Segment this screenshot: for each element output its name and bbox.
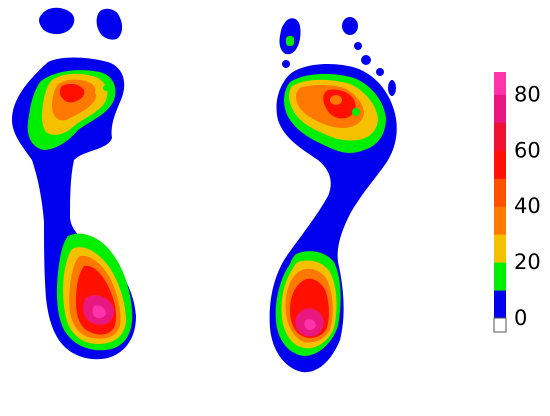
right-heel-core bbox=[304, 319, 316, 331]
colorbar-tick-label: 40 bbox=[514, 194, 541, 218]
right-toe-4 bbox=[361, 55, 371, 65]
left-forefoot-spot-2 bbox=[103, 85, 109, 91]
left-big-toe bbox=[39, 7, 75, 35]
colorbar-band-7 bbox=[494, 122, 506, 151]
colorbar bbox=[493, 72, 507, 333]
colorbar-band-5 bbox=[494, 178, 506, 207]
right-forefoot-spot-2 bbox=[352, 108, 360, 116]
left-forefoot-red bbox=[60, 83, 85, 103]
right-toe-small bbox=[282, 60, 290, 68]
right-big-toe-green bbox=[286, 36, 294, 46]
left-foot-pressure-map bbox=[12, 7, 136, 360]
colorbar-band-6 bbox=[494, 150, 506, 179]
colorbar-tick-label: 80 bbox=[514, 82, 541, 106]
right-foot-pressure-map bbox=[269, 17, 397, 373]
colorbar-zero-outline bbox=[493, 317, 507, 333]
colorbar-tick-label: 60 bbox=[514, 138, 541, 162]
left-heel-core bbox=[92, 305, 106, 319]
colorbar-tick-label: 0 bbox=[514, 306, 527, 330]
left-second-toe bbox=[96, 8, 123, 40]
colorbar-band-0 bbox=[494, 318, 506, 333]
colorbar-band-3 bbox=[494, 234, 506, 263]
colorbar-tick-label: 20 bbox=[514, 250, 541, 274]
right-forefoot-spot-3 bbox=[361, 120, 371, 128]
right-toe-3 bbox=[354, 42, 362, 50]
left-forefoot-spot bbox=[95, 88, 105, 96]
colorbar-band-9 bbox=[494, 72, 506, 95]
right-toe-6 bbox=[388, 80, 396, 96]
colorbar-band-4 bbox=[494, 206, 506, 235]
colorbar-tick-labels: 0 20 40 60 80 bbox=[514, 82, 541, 330]
right-toe-5 bbox=[376, 68, 384, 76]
right-forefoot-spot bbox=[330, 95, 342, 105]
colorbar-band-8 bbox=[494, 94, 506, 123]
right-toe-2 bbox=[342, 17, 358, 35]
colorbar-band-1 bbox=[494, 290, 506, 319]
colorbar-band-2 bbox=[494, 262, 506, 291]
